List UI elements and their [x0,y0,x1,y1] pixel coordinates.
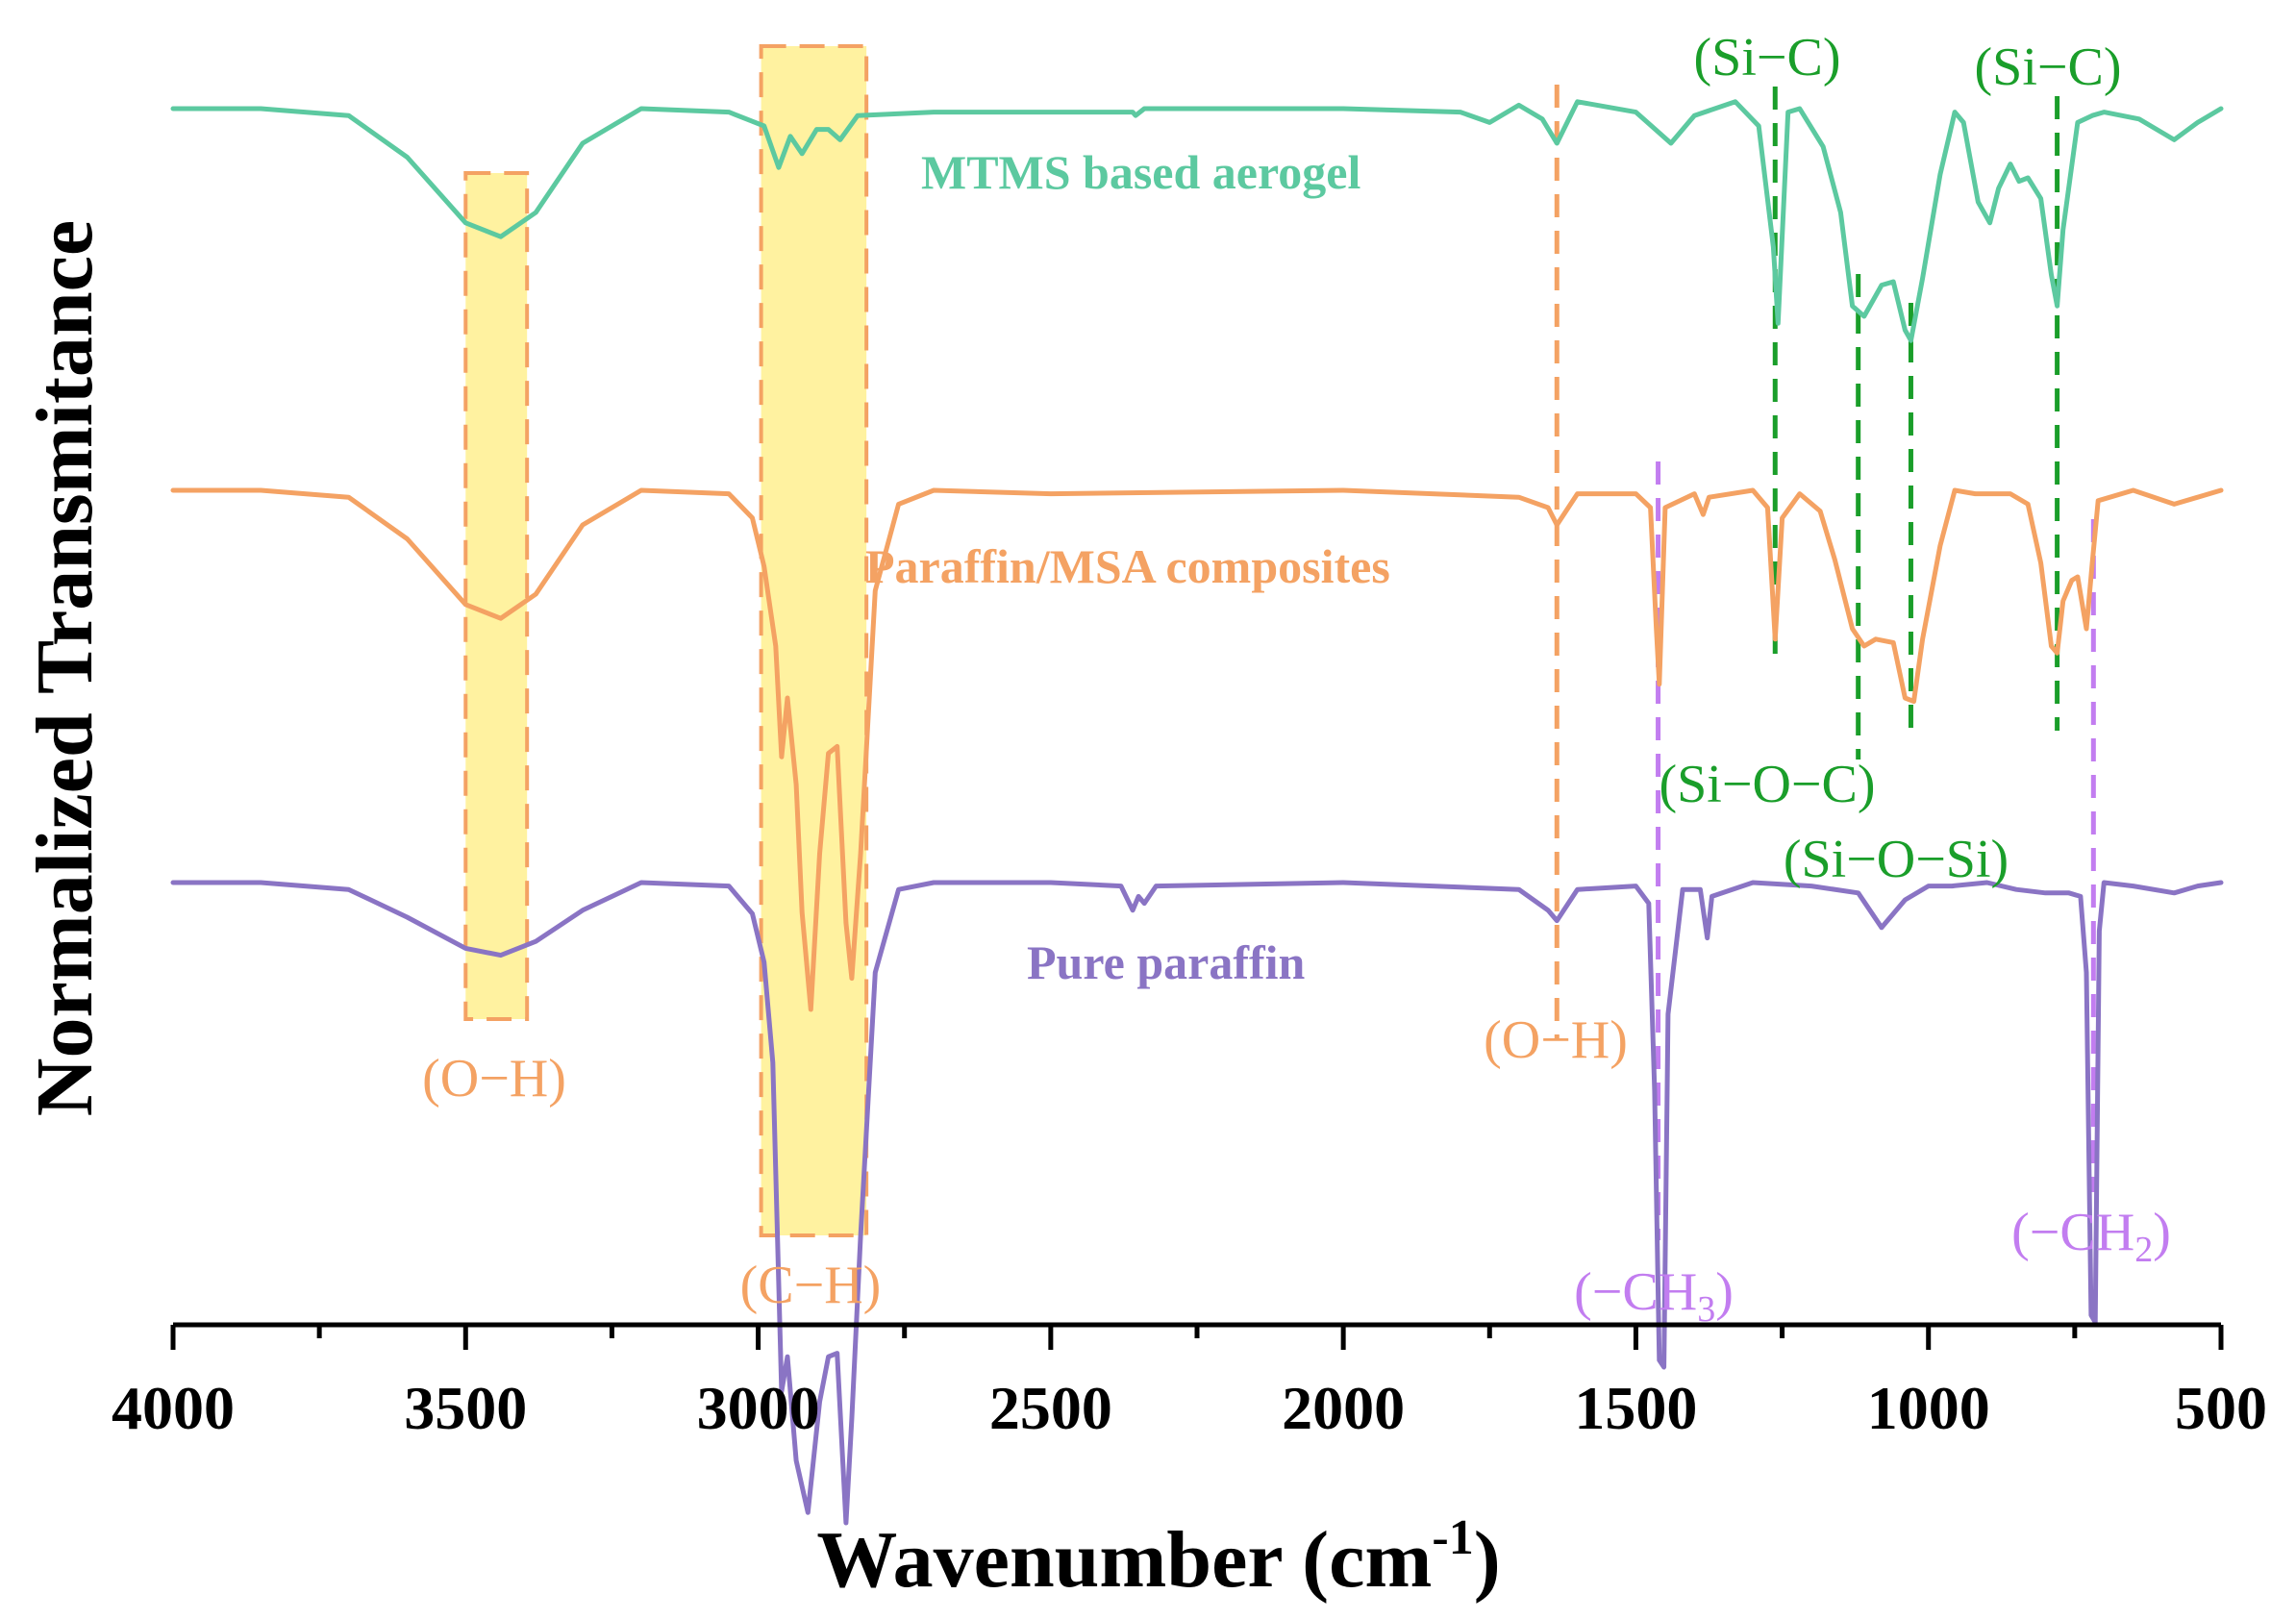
spectra-series [170,99,2224,1526]
x-axis-title-main: Wavenumber (cm [816,1515,1432,1605]
x-tick-label: 2500 [989,1374,1112,1442]
x-tick-label: 2000 [1282,1374,1405,1442]
series-label-mtms: MTMS based aerogel [921,145,1360,199]
series-line [170,880,2224,1526]
x-tick-label: 3000 [697,1374,820,1442]
annotation-oh-right: (O−H) [1484,1010,1628,1070]
annotation-ch3-sub: 3 [1697,1289,1715,1330]
highlight-band [759,44,869,1237]
annotation-ch2-main: (−CH [2011,1203,2134,1262]
annotation-ch2: (−CH2) [2011,1203,2171,1270]
annotation-ch2-sub: 2 [2134,1230,2153,1270]
annotation-ch3-main: (−CH [1574,1262,1697,1322]
x-axis-title: Wavenumber (cm-1) [816,1510,1500,1605]
marker-lines [1554,85,2096,1240]
annotation-sic-1: (Si−C) [1694,28,1841,87]
annotation-sic-2: (Si−C) [1975,37,2122,97]
series-line [170,487,2224,1012]
highlight-bands [463,44,869,1237]
x-tick-label: 1000 [1867,1374,1990,1442]
series-label-msa: Paraffin/MSA composites [865,539,1390,593]
annotation-ch3-end: ) [1715,1262,1734,1322]
x-axis-title-sup: -1 [1432,1510,1473,1565]
x-tick-label: 500 [2175,1374,2267,1442]
annotation-ch: (C−H) [740,1256,882,1315]
annotation-sioc: (Si−O−C) [1660,755,1876,814]
x-axis: 4000 3500 3000 2500 2000 1500 1000 500 [112,1322,2267,1442]
x-tick-label: 4000 [112,1374,235,1442]
y-axis-title: Normalized Transmitance [20,220,110,1116]
annotation-ch2-end: ) [2153,1203,2171,1262]
annotation-oh-left: (O−H) [422,1049,566,1108]
series-line [170,99,2224,343]
annotation-ch3: (−CH3) [1574,1262,1734,1330]
highlight-band [463,171,530,1021]
series-label-pure: Pure paraffin [1027,935,1306,989]
annotation-siosi: (Si−O−Si) [1784,830,2009,889]
x-tick-label: 1500 [1574,1374,1697,1442]
x-axis-title-end: ) [1474,1515,1501,1605]
x-tick-label: 3500 [404,1374,527,1442]
